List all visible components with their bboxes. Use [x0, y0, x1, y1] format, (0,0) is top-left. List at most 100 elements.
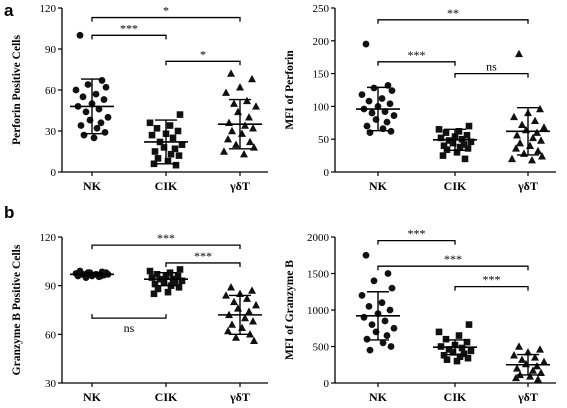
- chart-0: 0 30 60 90 120 Perforin Positive Cells NK CIK γδ…: [11, 3, 268, 193]
- significance-label: ***: [408, 227, 426, 241]
- triangle-point: [249, 317, 257, 325]
- square-point: [455, 128, 463, 135]
- circle-point: [383, 332, 391, 339]
- y-tick-label: 30: [45, 126, 57, 138]
- y-tick-label: 0: [51, 167, 57, 179]
- x-tick-label: NK: [369, 179, 388, 193]
- square-point: [449, 349, 457, 356]
- triangle-point: [224, 326, 232, 335]
- significance-label: ns: [124, 321, 135, 335]
- triangle-point: [248, 286, 256, 294]
- square-point: [174, 272, 182, 280]
- triangle-point: [250, 143, 258, 151]
- square-point: [463, 338, 471, 346]
- square-point: [160, 144, 168, 151]
- square-point: [464, 145, 472, 152]
- chart-1: 0 50 100 150 200 250 MFI of Perforin NK CIK γδT **…: [284, 3, 556, 193]
- triangle-point: [531, 353, 539, 361]
- square-point: [437, 134, 445, 142]
- significance-bracket: [165, 60, 241, 66]
- circle-point: [93, 124, 101, 132]
- circle-point: [386, 100, 394, 108]
- y-axis-title: MFI of Perforin: [284, 50, 296, 130]
- triangle-point: [227, 69, 235, 77]
- triangle-point: [512, 144, 520, 152]
- triangle-point: [230, 99, 238, 107]
- triangle-point: [238, 129, 246, 137]
- circle-point: [388, 87, 396, 95]
- circle-point: [92, 90, 100, 98]
- significance-label: *: [200, 47, 206, 61]
- y-tick-label: 50: [318, 134, 330, 146]
- triangle-point: [529, 366, 537, 374]
- y-axis-title: Perforin Positive Cells: [11, 35, 23, 145]
- circle-point: [80, 131, 88, 139]
- square-point: [465, 321, 473, 328]
- square-point: [166, 122, 174, 129]
- square-point: [174, 127, 182, 135]
- y-tick-label: 60: [45, 329, 57, 341]
- square-point: [460, 350, 468, 358]
- triangle-point: [243, 96, 251, 105]
- y-tick-label: 90: [45, 281, 57, 293]
- y-tick-label: 250: [313, 3, 330, 15]
- circle-point: [379, 339, 387, 347]
- square-point: [445, 346, 453, 353]
- square-point: [175, 152, 183, 159]
- circle-point: [358, 292, 366, 299]
- x-tick-label: CIK: [444, 390, 467, 404]
- triangle-point: [512, 373, 520, 382]
- square-point: [150, 160, 158, 168]
- triangle-point: [510, 112, 518, 121]
- circle-point: [362, 251, 370, 259]
- circle-point: [72, 86, 80, 94]
- triangle-point: [540, 123, 548, 131]
- y-tick-label: 150: [313, 69, 330, 81]
- square-point: [456, 353, 464, 361]
- square-point: [455, 332, 463, 339]
- triangle-point: [528, 155, 536, 164]
- circle-point: [381, 108, 389, 116]
- square-point: [175, 283, 183, 291]
- y-tick-label: 120: [40, 232, 57, 244]
- circle-point: [101, 128, 109, 136]
- significance-bracket: [91, 34, 167, 40]
- circle-point: [95, 105, 103, 113]
- triangle-point: [518, 120, 526, 128]
- circle-point: [384, 270, 392, 277]
- square-point: [154, 155, 162, 162]
- square-point: [456, 143, 464, 151]
- square-point: [164, 157, 172, 165]
- significance-label: ***: [120, 21, 138, 35]
- triangle-point: [222, 291, 230, 299]
- square-point: [146, 119, 154, 127]
- circle-point: [358, 91, 366, 98]
- square-point: [461, 155, 469, 163]
- square-point: [435, 328, 443, 336]
- square-point: [453, 149, 461, 156]
- triangle-point: [227, 283, 235, 291]
- square-point: [467, 138, 475, 146]
- triangle-point: [518, 355, 526, 363]
- square-point: [171, 145, 179, 153]
- significance-bracket: [165, 262, 241, 267]
- significance-label: ***: [194, 249, 212, 263]
- square-point: [178, 141, 186, 148]
- triangle-point: [245, 307, 253, 315]
- significance-label: ***: [157, 231, 175, 245]
- circle-point: [388, 284, 396, 292]
- y-tick-label: 0: [324, 378, 330, 390]
- significance-bracket: [377, 239, 456, 245]
- y-tick-label: 30: [45, 378, 57, 390]
- square-point: [164, 288, 172, 296]
- x-tick-label: γδT: [229, 390, 250, 404]
- square-point: [148, 131, 156, 139]
- triangle-point: [228, 320, 236, 328]
- circle-point: [381, 317, 389, 325]
- triangle-point: [238, 323, 246, 332]
- square-point: [148, 274, 156, 281]
- significance-label: ***: [408, 48, 426, 62]
- square-point: [160, 279, 168, 286]
- circle-point: [77, 122, 85, 129]
